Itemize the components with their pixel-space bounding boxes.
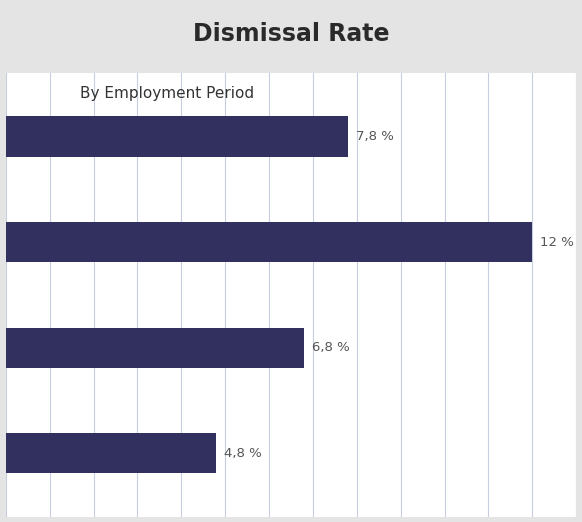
Text: Dismissal Rate: Dismissal Rate [193,22,389,46]
Bar [6,116,348,157]
Text: 4,8 %: 4,8 % [224,447,262,460]
Bar [6,433,217,473]
Bar [6,328,304,368]
Text: By Employment Period: By Employment Period [80,87,254,101]
Bar [6,222,533,262]
Text: 6,8 %: 6,8 % [312,341,350,354]
Text: 7,8 %: 7,8 % [356,130,394,143]
Text: 12 %: 12 % [540,235,574,248]
